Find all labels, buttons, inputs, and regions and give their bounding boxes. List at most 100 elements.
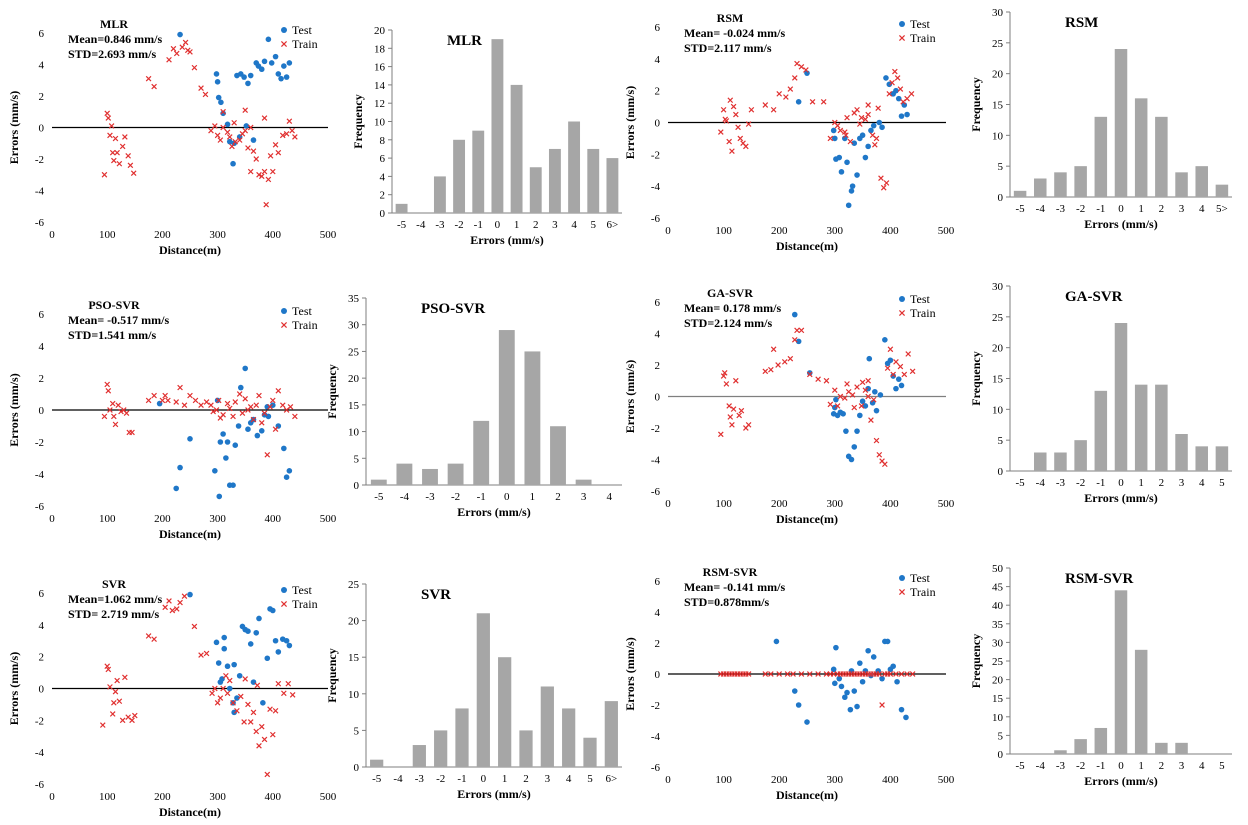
x-tick-label: -1 — [1096, 477, 1105, 489]
train-point — [870, 396, 877, 403]
train-point — [220, 685, 226, 692]
test-point — [868, 672, 874, 679]
histogram-bar — [1034, 452, 1047, 471]
x-tick-label: 500 — [938, 225, 955, 237]
y-tick-label: 10 — [348, 427, 360, 439]
train-point — [806, 371, 813, 378]
histogram-bar — [1134, 98, 1148, 197]
test-point — [859, 678, 866, 685]
histogram-bar — [548, 148, 561, 213]
legend-train-marker — [898, 34, 906, 42]
y-tick-label: -2 — [651, 149, 660, 161]
y-tick-label: -6 — [35, 501, 45, 513]
histogram-bar — [412, 745, 426, 767]
test-point — [224, 121, 231, 128]
train-point — [109, 149, 116, 156]
y-axis-label: Frequency — [969, 351, 983, 405]
train-point — [245, 701, 251, 708]
train-point — [112, 135, 119, 142]
test-point — [854, 703, 860, 710]
histogram-bar — [575, 479, 592, 485]
x-tick-label: 0 — [495, 219, 501, 231]
train-point — [275, 149, 282, 156]
train-point — [170, 45, 177, 52]
train-point — [272, 142, 279, 148]
train-point — [131, 712, 138, 719]
train-point — [865, 377, 871, 384]
histogram-title: RSM-SVR — [1065, 571, 1134, 587]
train-point — [169, 607, 176, 614]
train-point — [145, 397, 152, 404]
train-point — [118, 408, 124, 415]
test-point — [804, 719, 810, 725]
x-tick-label: 4 — [1199, 477, 1205, 489]
histogram-bar — [491, 39, 504, 214]
train-point — [177, 599, 183, 606]
x-tick-label: 0 — [481, 773, 487, 785]
histogram-bar — [455, 708, 469, 767]
test-point — [268, 60, 275, 66]
train-point — [110, 700, 117, 706]
test-point — [842, 694, 848, 701]
histogram-bar — [498, 657, 512, 767]
stats-label: Mean=1.062 mm/s — [68, 592, 162, 606]
train-point — [730, 103, 737, 110]
y-tick-label: 0 — [998, 749, 1004, 761]
y-tick-label: 15 — [348, 652, 360, 664]
legend-test-marker — [281, 27, 287, 33]
x-tick-label: 500 — [320, 791, 337, 803]
train-point — [897, 86, 904, 92]
train-point — [107, 407, 113, 413]
test-point — [272, 53, 279, 60]
test-point — [272, 637, 279, 644]
train-point — [791, 336, 798, 343]
x-axis-label: Errors (mm/s) — [457, 505, 530, 519]
svr-scatter-chart: -6 -4 -2 0 2 4 6 0 100 200 300 400 500 Errors (mm/s) D… — [7, 577, 337, 819]
train-point — [220, 411, 226, 418]
test-point — [898, 113, 905, 119]
train-point — [743, 143, 749, 150]
y-tick-label: -4 — [651, 455, 661, 467]
train-point — [226, 405, 233, 412]
train-point — [865, 111, 871, 118]
x-tick-label: -2 — [1076, 760, 1085, 772]
train-point — [768, 366, 774, 373]
train-point — [762, 368, 769, 375]
train-point — [177, 384, 183, 391]
y-tick-label: 4 — [39, 620, 45, 632]
x-tick-label: 0 — [665, 498, 671, 510]
y-tick-label: 2 — [655, 360, 661, 372]
train-point — [889, 79, 895, 86]
y-tick-label: 20 — [348, 373, 360, 385]
x-tick-label: 3 — [545, 773, 551, 785]
train-point — [269, 397, 276, 404]
train-point — [798, 327, 805, 334]
y-tick-label: -6 — [35, 779, 45, 791]
test-point — [253, 629, 260, 636]
x-tick-label: 100 — [99, 791, 116, 803]
legend-train-label: Train — [910, 31, 936, 45]
x-tick-label: 1 — [502, 773, 508, 785]
x-axis-label: Distance(m) — [776, 512, 838, 526]
train-point — [847, 138, 854, 145]
y-tick-label: 25 — [992, 656, 1004, 668]
train-point — [745, 422, 752, 428]
x-tick-label: 2 — [555, 491, 561, 503]
histogram-bar — [1215, 446, 1229, 471]
train-point — [107, 684, 113, 690]
test-point — [275, 71, 282, 77]
train-point — [883, 180, 890, 186]
train-point — [237, 693, 244, 700]
legend-test-label: Test — [910, 571, 930, 585]
train-point — [865, 393, 871, 400]
test-point — [849, 183, 856, 189]
x-tick-label: 100 — [715, 498, 732, 510]
x-tick-label: 0 — [49, 229, 55, 241]
train-point — [250, 148, 257, 154]
y-tick-label: 15 — [992, 100, 1004, 112]
train-point — [279, 402, 286, 409]
train-point — [844, 381, 850, 387]
svr-hist-chart: 0 5 10 15 20 25 -5 -4 -3 -2 -1 0 1 2 3 4 5 6> Frequency Err… — [325, 579, 622, 801]
x-tick-label: 6> — [605, 773, 617, 785]
